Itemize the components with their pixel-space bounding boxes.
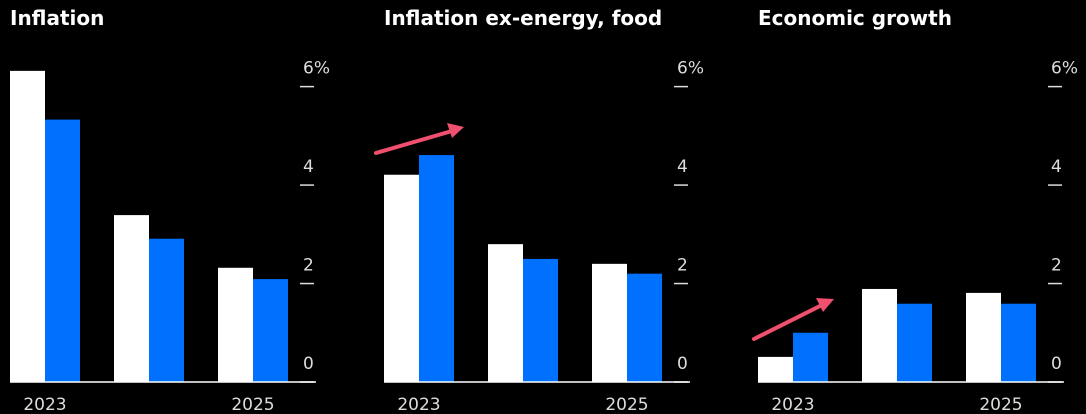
bar <box>419 155 454 382</box>
y-tick-label: 2 <box>677 256 688 276</box>
y-tick-label: 6% <box>303 59 330 79</box>
bar <box>45 119 80 382</box>
bar <box>862 288 897 382</box>
bar <box>218 267 253 382</box>
y-tick-label: 4 <box>677 157 688 177</box>
y-tick-label: 0 <box>677 354 688 374</box>
x-tick-label: 2023 <box>23 395 66 414</box>
y-tick-label: 0 <box>303 354 314 374</box>
bar <box>488 244 523 382</box>
y-tick-label: 6% <box>1051 59 1078 79</box>
annotation-arrow <box>752 298 834 341</box>
x-tick-label: 2023 <box>397 395 440 414</box>
bar <box>523 258 558 382</box>
bar <box>149 238 184 382</box>
bar <box>758 356 793 382</box>
bar <box>627 273 662 382</box>
bar <box>10 70 45 382</box>
bar <box>384 174 419 382</box>
y-tick-label: 4 <box>303 157 314 177</box>
bar <box>592 263 627 382</box>
x-tick-label: 2025 <box>979 395 1022 414</box>
chart-title: Economic growth <box>758 6 952 30</box>
chart-title: Inflation <box>10 6 104 30</box>
bar <box>793 332 828 382</box>
bar <box>897 303 932 382</box>
bar <box>966 292 1001 382</box>
x-tick-label: 2025 <box>605 395 648 414</box>
bar <box>1001 303 1036 382</box>
y-tick-label: 6% <box>677 59 704 79</box>
bar <box>253 279 288 382</box>
y-tick-label: 2 <box>1051 256 1062 276</box>
x-tick-label: 2023 <box>771 395 814 414</box>
y-tick-label: 4 <box>1051 157 1062 177</box>
bar <box>114 215 149 382</box>
chart-title: Inflation ex-energy, food <box>384 6 662 30</box>
y-tick-label: 2 <box>303 256 314 276</box>
x-tick-label: 2025 <box>231 395 274 414</box>
annotation-arrow <box>374 123 464 155</box>
y-tick-label: 0 <box>1051 354 1062 374</box>
